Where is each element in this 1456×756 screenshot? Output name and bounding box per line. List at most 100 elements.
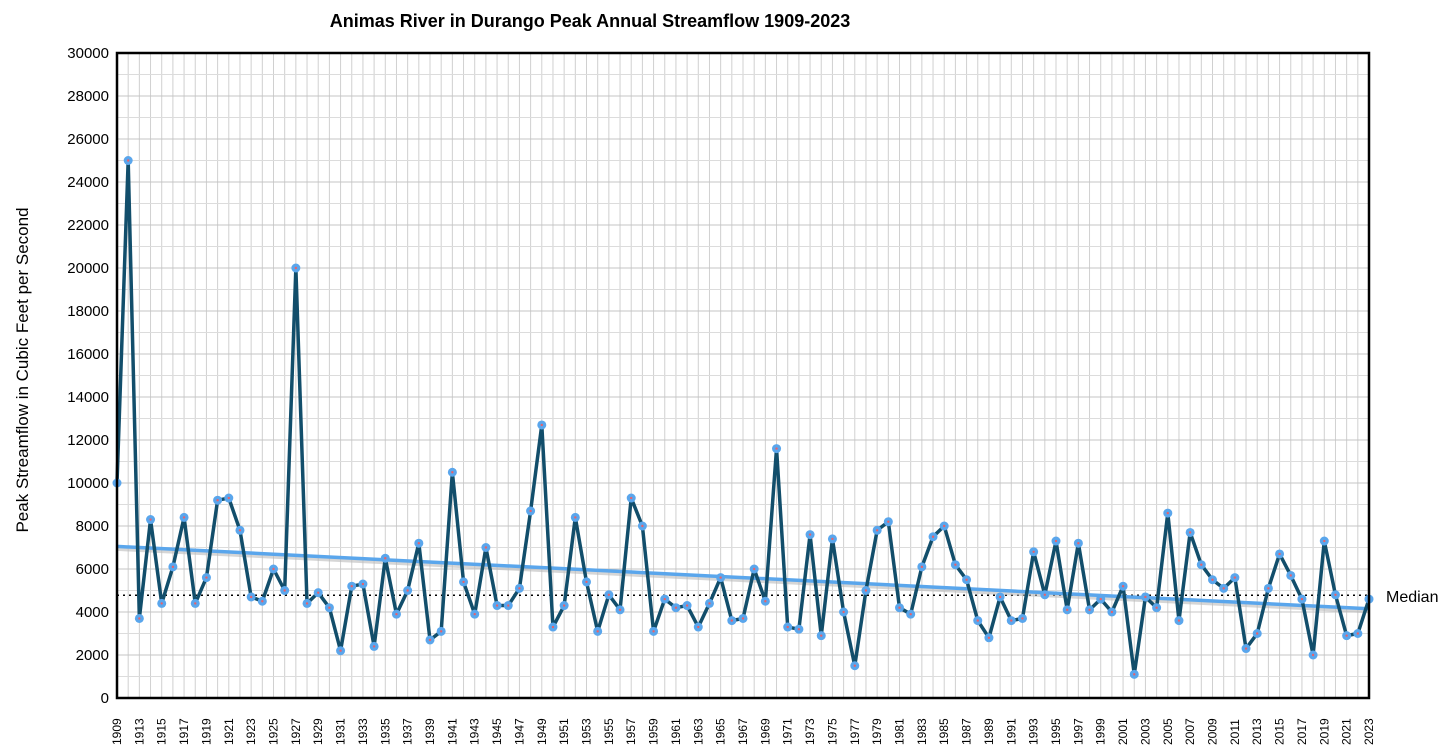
data-point-center xyxy=(562,604,566,607)
x-tick-label: 1941 xyxy=(445,718,459,745)
data-points xyxy=(112,156,1374,679)
x-tick-label: 1933 xyxy=(356,718,370,745)
data-point-center xyxy=(1334,593,1337,596)
data-point-center xyxy=(730,619,734,622)
data-point-center xyxy=(618,608,622,612)
x-tick-label: 1909 xyxy=(110,718,124,745)
data-point-center xyxy=(630,496,633,500)
data-point-center xyxy=(741,617,745,620)
data-point-center xyxy=(428,638,432,642)
data-point-center xyxy=(976,619,979,622)
trendline xyxy=(116,544,1370,611)
data-point-center xyxy=(1088,608,1091,612)
x-tick-label: 1971 xyxy=(781,718,795,745)
x-tick-label: 1943 xyxy=(468,718,482,745)
data-point-center xyxy=(764,600,767,603)
data-point-center xyxy=(998,595,1002,599)
x-tick-label: 1969 xyxy=(758,718,772,745)
data-point-center xyxy=(920,565,924,569)
data-point-center xyxy=(372,645,376,648)
data-point-center xyxy=(395,612,398,616)
data-point-center xyxy=(261,600,264,603)
data-point-center xyxy=(272,567,275,571)
data-point-center xyxy=(820,634,823,637)
y-tick-label: 0 xyxy=(101,690,109,707)
data-point-center xyxy=(1177,619,1181,622)
data-point-center xyxy=(194,602,197,605)
data-point-center xyxy=(1323,539,1326,543)
data-point-center xyxy=(752,567,756,571)
x-tick-label: 1925 xyxy=(267,718,281,745)
x-tick-label: 1965 xyxy=(714,718,728,745)
data-point-center xyxy=(328,606,331,609)
x-tick-label: 2009 xyxy=(1206,718,1220,745)
data-point-center xyxy=(1222,587,1225,590)
y-tick-label: 28000 xyxy=(67,88,109,105)
x-tick-label: 1917 xyxy=(177,718,191,745)
x-tick-label: 2005 xyxy=(1161,718,1175,745)
data-point-center xyxy=(585,580,588,584)
data-point-center xyxy=(641,524,644,528)
data-point-center xyxy=(786,625,789,629)
data-point-center xyxy=(1278,552,1281,556)
data-point-center xyxy=(283,589,286,592)
x-tick-label: 1935 xyxy=(378,718,392,745)
plot-frame xyxy=(115,51,1371,700)
data-point-center xyxy=(1356,632,1360,635)
y-tick-label: 4000 xyxy=(76,604,109,621)
y-tick-label: 24000 xyxy=(67,174,109,191)
y-axis-label: Peak Streamflow in Cubic Feet per Second xyxy=(13,207,32,532)
x-tick-label: 1999 xyxy=(1094,718,1108,745)
data-point-center xyxy=(797,628,801,631)
x-tick-label: 1973 xyxy=(803,718,817,745)
x-tick-label: 2011 xyxy=(1228,719,1242,745)
data-point-center xyxy=(674,606,678,609)
x-tick-label: 1993 xyxy=(1027,718,1041,745)
x-tick-label: 1975 xyxy=(825,718,839,745)
x-tick-label: 2023 xyxy=(1362,718,1376,745)
data-point-center xyxy=(853,664,856,667)
x-tick-label: 1947 xyxy=(512,718,526,745)
data-point-center xyxy=(205,576,208,579)
data-point-center xyxy=(1144,595,1147,599)
x-tick-label: 1989 xyxy=(982,718,996,745)
data-point-center xyxy=(697,625,700,629)
x-tick-label: 1955 xyxy=(602,718,616,745)
data-point-center xyxy=(1244,647,1248,650)
data-point-center xyxy=(652,630,655,633)
x-tick-label: 1963 xyxy=(691,718,705,745)
data-point-center xyxy=(126,159,130,162)
data-point-center xyxy=(138,617,141,620)
x-tick-label: 1951 xyxy=(557,718,571,745)
chart-title: Animas River in Durango Peak Annual Stre… xyxy=(330,11,851,31)
y-tick-label: 14000 xyxy=(67,389,109,406)
x-tick-label: 1985 xyxy=(937,718,951,745)
data-point-center xyxy=(1233,576,1237,579)
y-tick-label: 18000 xyxy=(67,303,109,320)
x-tick-label: 2021 xyxy=(1340,718,1354,745)
y-tick-label: 6000 xyxy=(76,561,109,578)
x-tick-label: 2019 xyxy=(1317,718,1331,745)
data-point-center xyxy=(1010,619,1013,622)
data-point-center xyxy=(529,509,532,513)
x-tick-label: 1961 xyxy=(669,718,683,745)
x-tick-label: 1981 xyxy=(893,718,907,745)
x-tick-label: 1929 xyxy=(311,718,325,745)
data-point-center xyxy=(1200,563,1203,566)
x-tick-label: 1953 xyxy=(580,718,594,745)
data-point-center xyxy=(305,602,309,605)
data-point-center xyxy=(149,518,152,521)
data-point-center xyxy=(931,535,935,538)
x-ticks: 1909 1913 1915 1917 1919 1921 1923 1925 1927 1929… xyxy=(110,718,1376,745)
data-point-center xyxy=(182,516,186,519)
data-point-center xyxy=(350,585,353,588)
y-tick-label: 12000 xyxy=(67,432,109,449)
y-tick-label: 16000 xyxy=(67,346,109,363)
data-point-center xyxy=(1021,617,1024,620)
data-point-center xyxy=(1267,587,1270,590)
data-point-center xyxy=(216,499,219,502)
data-point-center xyxy=(719,576,722,579)
data-point-center xyxy=(1077,542,1080,545)
trendline-shadow xyxy=(116,545,1370,614)
